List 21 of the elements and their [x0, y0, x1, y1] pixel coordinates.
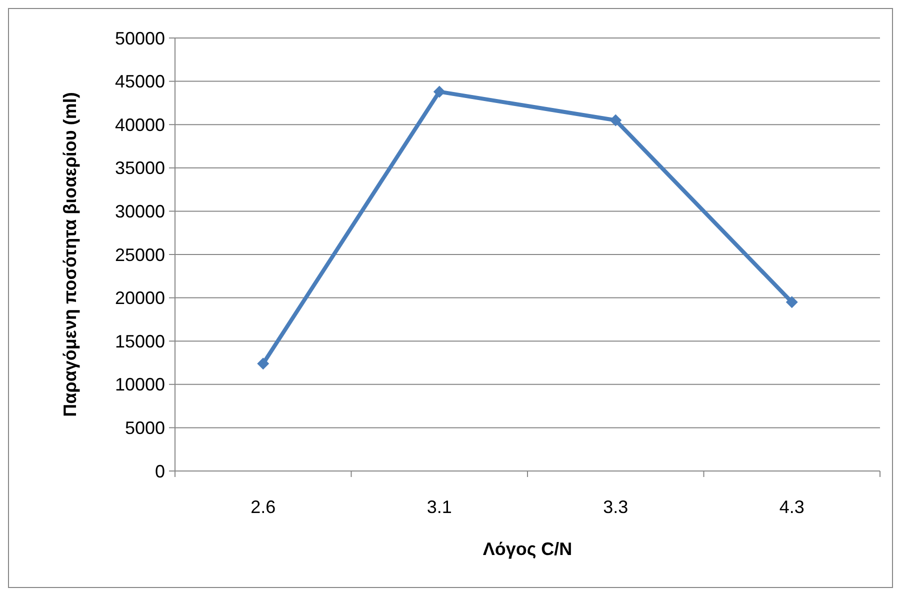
y-tick-label: 20000	[114, 288, 165, 308]
x-axis-title: Λόγος C/N	[482, 539, 572, 559]
y-tick-label: 30000	[114, 202, 165, 222]
y-axis-title: Παραγόμενη ποσότητα βιοαερίου (ml)	[60, 92, 80, 417]
y-tick-label: 10000	[114, 374, 165, 395]
x-tick-label: 4.3	[779, 497, 804, 517]
y-tick-label: 5000	[124, 418, 165, 438]
x-tick-label: 3.1	[426, 497, 452, 517]
y-tick-label: 40000	[114, 114, 165, 135]
point	[610, 114, 622, 126]
y-tick-label: 25000	[114, 244, 165, 265]
y-tick-label: 0	[154, 461, 165, 482]
y-tick-label: 35000	[114, 158, 165, 178]
point	[786, 296, 798, 308]
y-tick-label: 50000	[114, 28, 165, 48]
x-tick-label: 3.3	[603, 497, 628, 517]
x-tick-label: 2.6	[250, 497, 276, 517]
point	[433, 86, 446, 98]
point	[257, 358, 270, 370]
y-tick-label: 45000	[114, 72, 165, 92]
y-tick-label: 15000	[114, 331, 165, 352]
